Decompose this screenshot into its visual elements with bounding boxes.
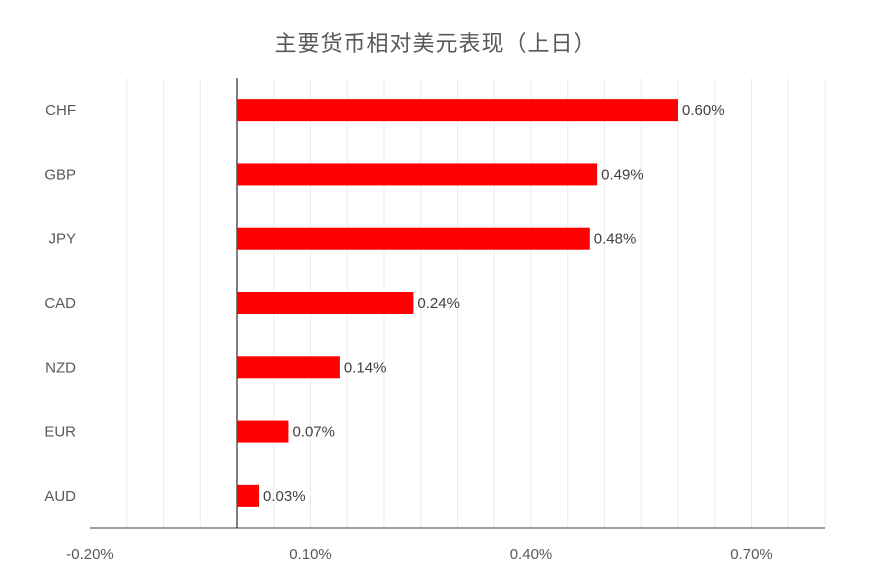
category-label: GBP xyxy=(44,166,76,183)
bar xyxy=(237,484,260,507)
data-label: 0.14% xyxy=(344,359,387,376)
data-label: 0.24% xyxy=(417,295,460,312)
bar xyxy=(237,292,414,314)
x-tick-label: 0.70% xyxy=(730,546,773,563)
data-label: 0.07% xyxy=(292,424,335,441)
x-tick-label: 0.10% xyxy=(289,546,332,563)
x-tick-label: -0.20% xyxy=(66,546,114,563)
data-label: 0.49% xyxy=(601,166,644,183)
category-label: AUD xyxy=(44,488,76,505)
bar xyxy=(237,420,289,443)
x-tick-label: 0.40% xyxy=(510,546,553,563)
category-label: CHF xyxy=(45,102,76,119)
category-label: NZD xyxy=(45,359,76,376)
bar xyxy=(237,356,340,379)
bar xyxy=(237,227,590,250)
data-label: 0.48% xyxy=(594,231,637,248)
category-label: JPY xyxy=(48,231,76,248)
data-label: 0.60% xyxy=(682,102,725,119)
category-label: EUR xyxy=(44,424,76,441)
data-label: 0.03% xyxy=(263,488,306,505)
bar xyxy=(237,163,598,186)
bar xyxy=(237,99,678,122)
category-label: CAD xyxy=(44,295,76,312)
chart-title: 主要货币相对美元表现（上日） xyxy=(274,32,597,57)
